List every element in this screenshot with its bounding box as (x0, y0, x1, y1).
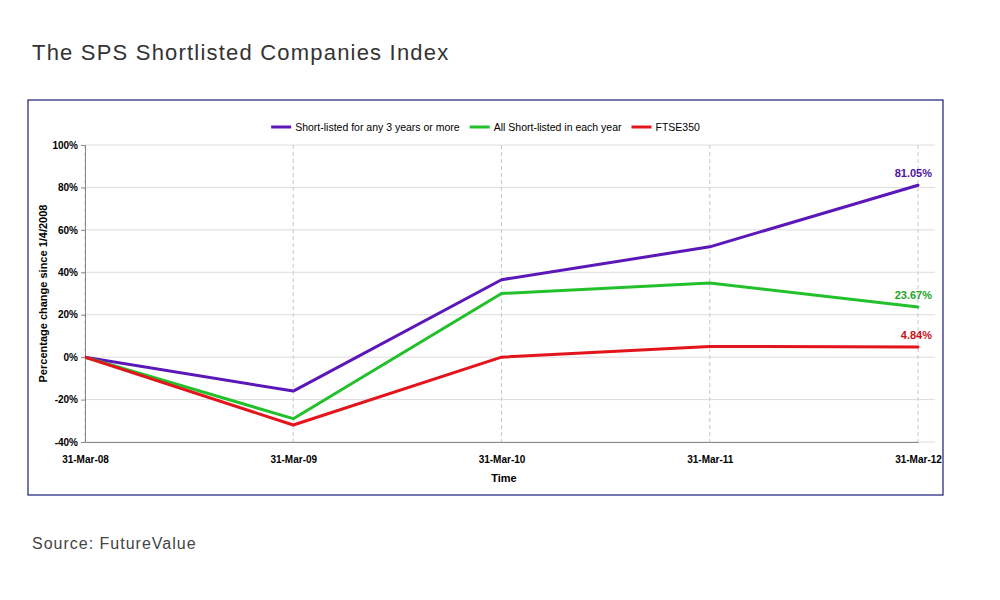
y-tick-mark (81, 145, 85, 146)
x-tick-label: 31-Mar-11 (687, 454, 734, 465)
y-tick: 40% (58, 267, 85, 278)
grid (85, 145, 935, 442)
legend-item: All Short-listed in each year (470, 121, 622, 133)
y-axis-line (81, 146, 86, 443)
y-tick: -40% (55, 437, 85, 448)
y-tick-mark (81, 400, 85, 401)
title: The SPS Shortlisted Companies Index (32, 40, 449, 65)
y-grid-line (85, 229, 935, 230)
x-tick: 31-Mar-12 (895, 442, 942, 465)
y-tick: 60% (58, 225, 85, 236)
y-tick: 0% (64, 352, 85, 363)
chart-frame (28, 100, 943, 495)
y-tick: -20% (55, 394, 85, 405)
legend-swatch (271, 126, 291, 129)
x-axis-line (86, 442, 919, 443)
legend-swatch (470, 126, 490, 129)
x-tick: 31-Mar-09 (270, 442, 317, 465)
x-tick-label: 31-Mar-09 (270, 454, 317, 465)
series-line (85, 347, 918, 425)
x-tick-label: 31-Mar-08 (62, 454, 109, 465)
y-tick-label: 20% (58, 309, 78, 320)
x-grid-line (293, 145, 294, 442)
x-axis: 31-Mar-08 31-Mar-09 31-Mar-10 31-Mar-11 31-M… (62, 442, 942, 465)
legend: Short-listed for any 3 years or more All … (271, 121, 700, 133)
y-tick-label: 0% (64, 352, 79, 363)
y-tick-mark (81, 357, 85, 358)
y-tick-label: 60% (58, 225, 78, 236)
plot-lines (85, 185, 918, 425)
y-grid-line (85, 187, 935, 188)
data-labels: 81.05% 23.67% 4.84% (895, 167, 933, 341)
y-tick-mark (81, 187, 85, 188)
data-label: 4.84% (901, 329, 932, 341)
y-tick-label: -20% (55, 394, 78, 405)
x-axis-title: Time (491, 472, 516, 484)
data-label: 81.05% (895, 167, 933, 179)
x-tick: 31-Mar-11 (687, 442, 734, 465)
y-tick-label: -40% (55, 437, 78, 448)
data-label: 23.67% (895, 289, 933, 301)
legend-label: All Short-listed in each year (494, 121, 622, 133)
legend-item: FTSE350 (632, 121, 701, 133)
chart: The SPS Shortlisted Companies Index Sourc… (0, 0, 1000, 600)
y-tick-mark (81, 442, 85, 443)
source: Source: FutureValue (32, 535, 197, 552)
x-tick-label: 31-Mar-10 (479, 454, 526, 465)
y-axis-title: Percentage change since 1/4/2008 (37, 205, 49, 383)
y-tick: 100% (52, 140, 85, 151)
y-tick-label: 100% (52, 140, 78, 151)
y-grid-line (85, 272, 935, 273)
y-tick-mark (81, 272, 85, 273)
y-grid-line (85, 442, 935, 443)
y-grid-line (85, 145, 935, 146)
y-tick-mark (81, 315, 85, 316)
y-tick-label: 40% (58, 267, 78, 278)
x-tick-label: 31-Mar-12 (895, 454, 942, 465)
y-tick-label: 80% (58, 182, 78, 193)
y-grid-line (85, 314, 935, 315)
y-tick: 80% (58, 182, 85, 193)
x-grid-line (709, 145, 710, 442)
x-tick: 31-Mar-08 (62, 442, 109, 465)
y-tick: 20% (58, 309, 85, 320)
series-line (85, 185, 918, 391)
x-tick: 31-Mar-10 (479, 442, 526, 465)
legend-label: Short-listed for any 3 years or more (295, 121, 460, 133)
legend-label: FTSE350 (656, 121, 701, 133)
y-tick-mark (81, 230, 85, 231)
y-axis: -40% -20% 0% 20% 40% 60% 80% 100% (52, 140, 85, 448)
legend-item: Short-listed for any 3 years or more (271, 121, 460, 133)
legend-swatch (632, 126, 652, 129)
